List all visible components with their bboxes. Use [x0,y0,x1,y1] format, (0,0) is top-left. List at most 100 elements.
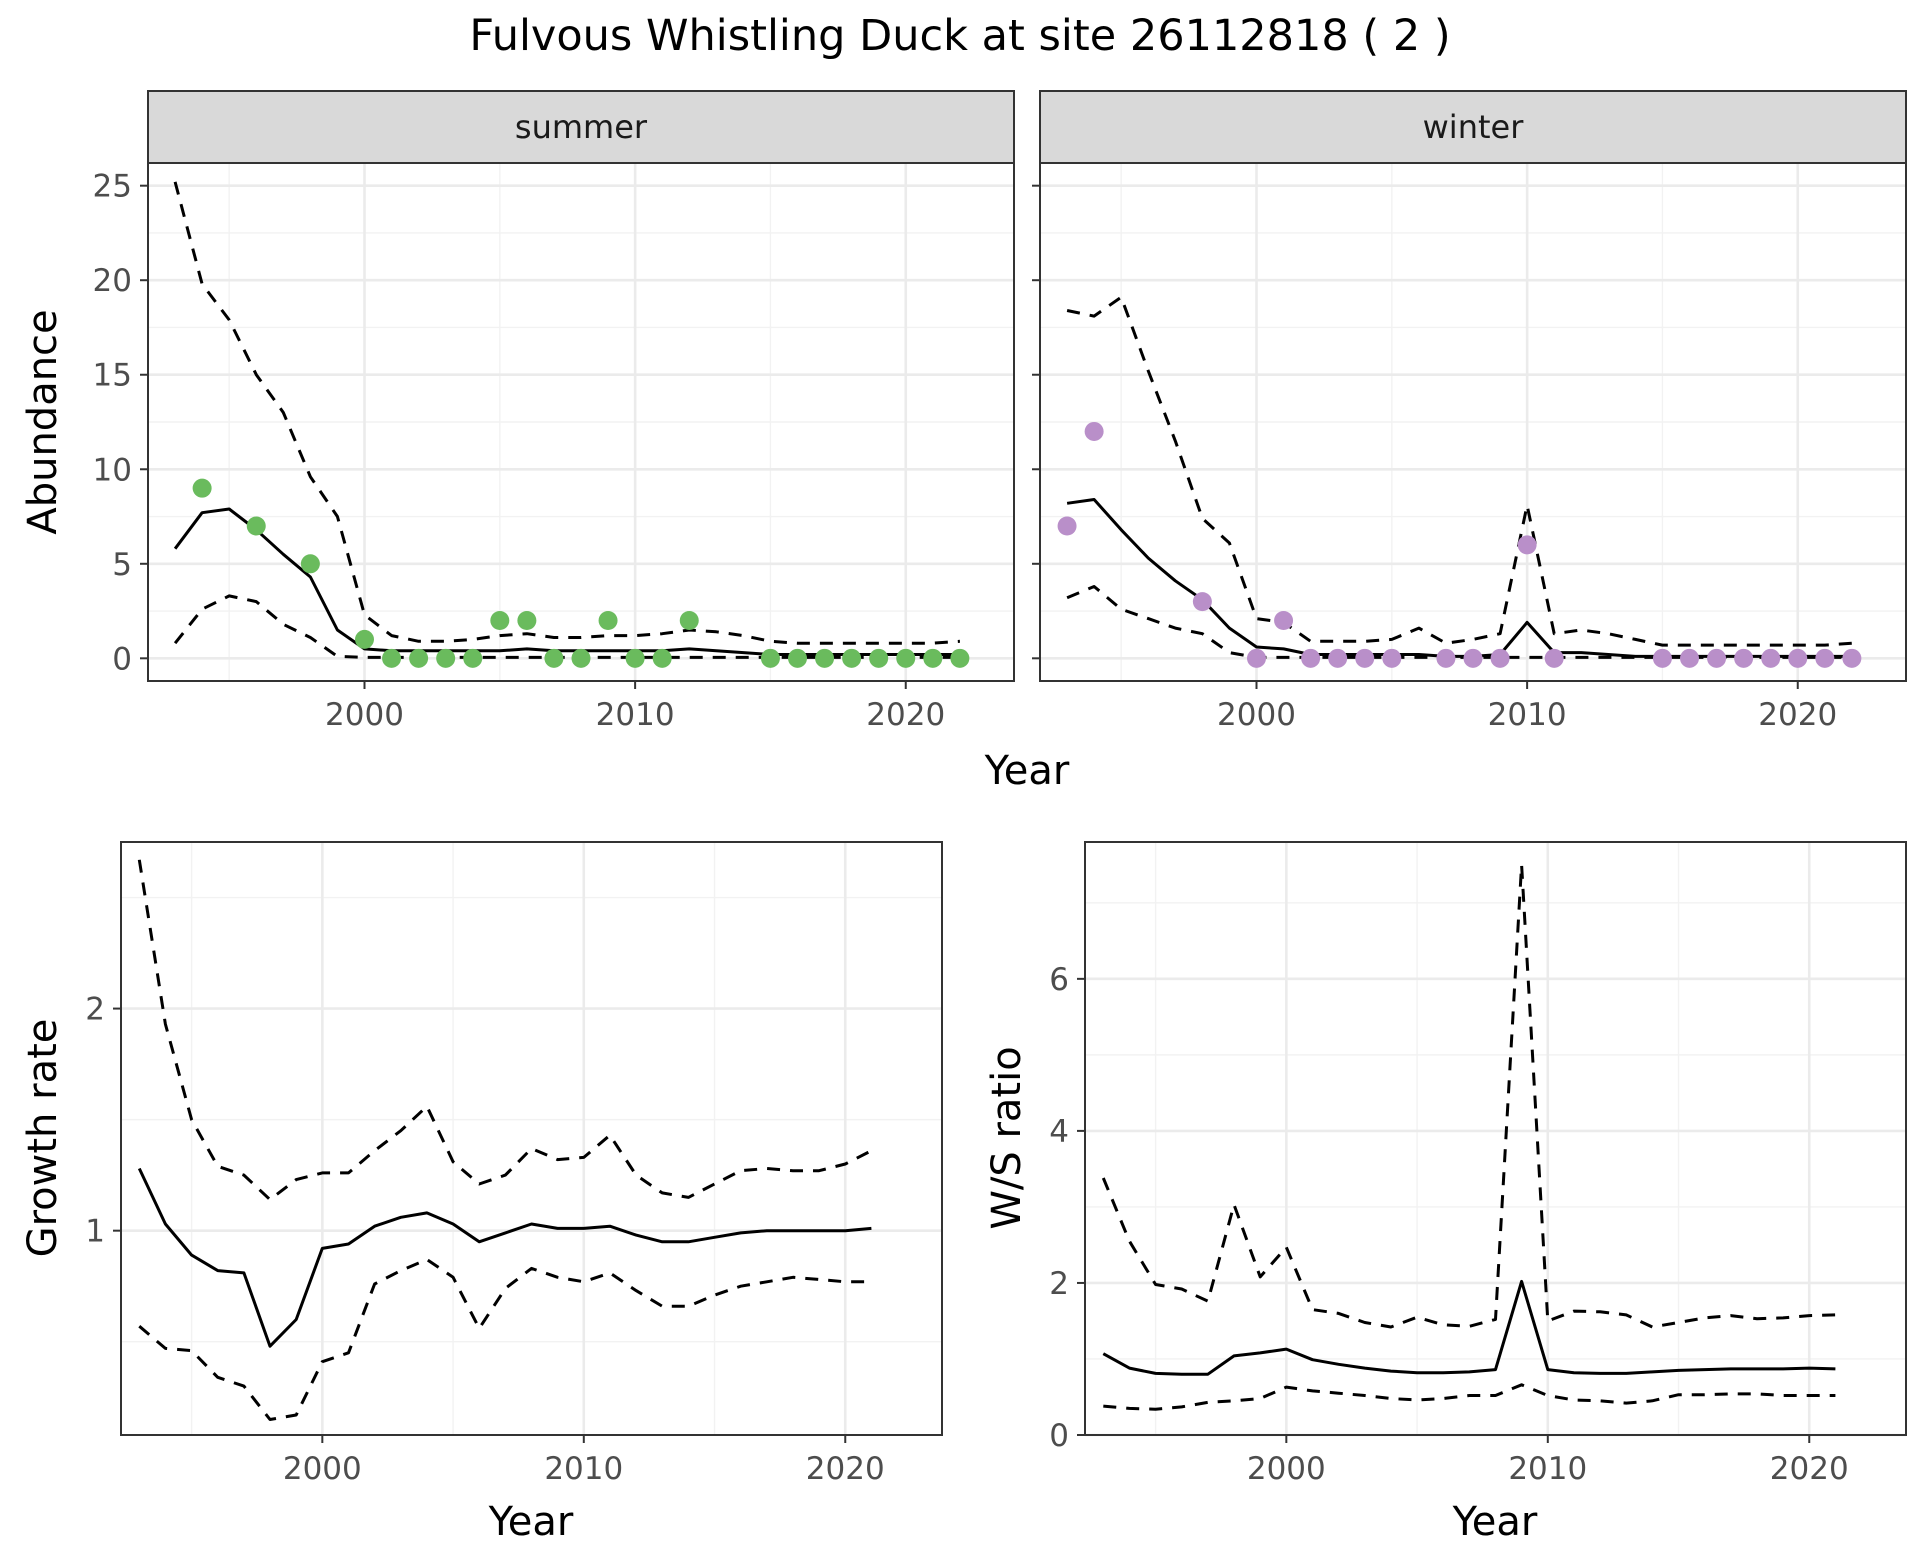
x-tick-label: 2010 [544,1451,623,1487]
facet-strip [1039,90,1907,164]
y-tick-label: 2 [1049,1266,1069,1302]
data-point [1815,648,1835,668]
y-tick-label: 4 [1049,1114,1069,1150]
x-axis-title: Year [1452,1499,1538,1545]
data-point [788,648,807,668]
y-axis-title: W/S ratio [984,1046,1030,1229]
data-point [1842,648,1862,668]
x-tick-label: 2010 [596,697,675,733]
panel-border [1084,841,1907,1436]
data-point [1544,648,1564,668]
data-point [842,648,862,668]
y-tick-label: 15 [93,358,132,394]
data-point [1517,535,1537,555]
series-line-lower [1066,585,1852,659]
y-axis-title: Growth rate [20,1019,66,1258]
data-point [1788,648,1808,668]
data-point [652,648,672,668]
data-point [1436,648,1456,668]
data-point [1382,648,1402,668]
panel-ratio: 2000 2010 2020 0 2 4 6 [1049,841,1907,1487]
data-point [760,648,780,668]
y-tick-label: 6 [1049,962,1069,998]
data-point [1652,648,1672,668]
x-tick-label: 2010 [1508,1451,1587,1487]
data-point [815,648,835,668]
facet-strip-label: winter [1423,108,1525,146]
series-line-lower [1103,1383,1836,1411]
series-line-estimate [1066,498,1852,658]
data-point [1463,648,1483,668]
x-tick-label: 2000 [1217,697,1296,733]
panel-border [120,841,943,1436]
series-line-upper [1066,295,1853,647]
series-line-upper [173,181,961,645]
data-point [300,554,320,574]
panel-growth: 2000 2010 2020 1 2 [85,841,943,1487]
y-tick-label: 5 [112,547,132,583]
series-line-estimate [173,507,960,656]
x-tick-label: 2010 [1488,697,1567,733]
data-point [355,629,374,649]
series-line-upper [137,859,873,1202]
data-point [1355,648,1375,668]
data-point [409,648,429,668]
y-tick-label: 10 [93,452,132,488]
data-point [1301,648,1321,668]
data-point [1707,648,1727,668]
data-point [1761,648,1781,668]
x-axis-title: Year [984,748,1070,794]
x-tick-label: 2020 [806,1451,885,1487]
data-point [246,516,266,536]
data-point [1490,648,1510,668]
data-point [1680,648,1699,668]
data-point [923,648,943,668]
facet-strip [147,90,1015,164]
data-point [382,648,402,668]
data-point [571,648,591,668]
facet-strip-label: summer [515,108,648,146]
data-point [950,648,970,668]
data-point [544,648,564,668]
series-line-upper [1101,863,1836,1329]
x-tick-label: 2000 [325,697,404,733]
data-point [1734,648,1754,668]
y-axis-title: Abundance [20,309,66,534]
data-point [869,648,889,668]
data-point [463,648,483,668]
data-point [1247,648,1266,668]
x-tick-label: 2020 [1758,697,1837,733]
data-point [896,648,916,668]
data-point [679,611,699,631]
y-tick-label: 2 [85,992,105,1028]
data-point [490,611,510,631]
x-tick-label: 2020 [1770,1451,1849,1487]
y-tick-label: 0 [112,641,132,677]
x-tick-label: 2020 [866,697,945,733]
y-tick-label: 25 [93,169,132,205]
x-axis-title: Year [488,1499,574,1545]
data-point [625,648,645,668]
data-point [517,611,537,631]
series-line-estimate [137,1167,872,1348]
y-tick-label: 20 [93,263,132,299]
data-point [1192,592,1212,612]
data-point [1274,611,1294,631]
data-point [598,611,618,631]
data-point [1057,516,1077,536]
series-line-lower [138,1258,872,1421]
y-tick-label: 0 [1049,1418,1069,1454]
chart-title: Fulvous Whistling Duck at site 26112818 … [469,11,1450,61]
panel-winter: winter 2000 2010 2020 [1032,90,1907,733]
data-point [192,478,212,498]
x-tick-label: 2000 [283,1451,362,1487]
data-point [1084,421,1104,441]
data-point [1328,648,1348,668]
series-line-lower [173,594,960,659]
x-tick-label: 2000 [1247,1451,1326,1487]
data-point [436,648,456,668]
y-tick-label: 1 [85,1214,105,1250]
panel-summer: summer 2000 2010 2020 0 5 10 15 20 25 [93,90,1015,733]
series-line-estimate [1102,1279,1836,1376]
